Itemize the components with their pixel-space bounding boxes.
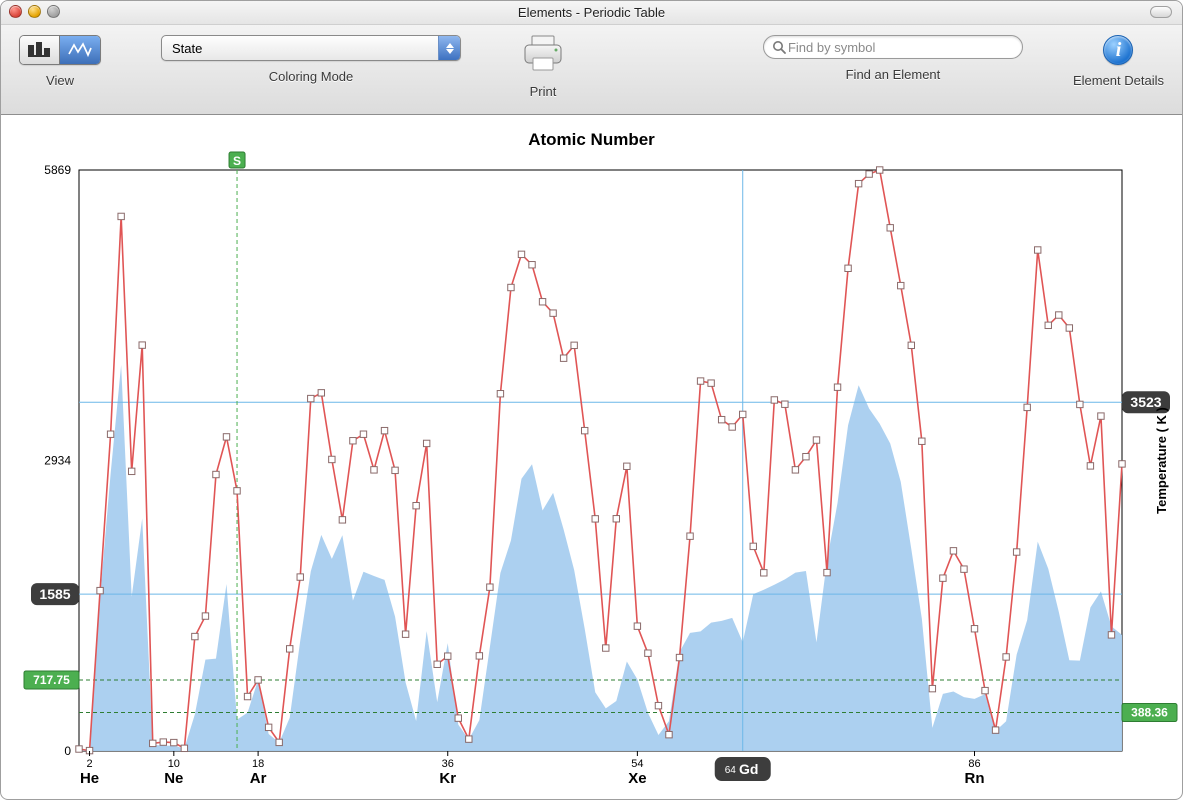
coloring-control: State Coloring Mode	[161, 35, 461, 84]
window-title: Elements - Periodic Table	[518, 5, 665, 20]
view-segmented-control[interactable]	[19, 35, 101, 65]
svg-text:Gd: Gd	[739, 761, 758, 777]
table-icon	[28, 42, 52, 58]
print-control: Print	[521, 35, 565, 99]
toolbar-toggle-button[interactable]	[1150, 6, 1172, 18]
svg-text:Rn: Rn	[965, 770, 985, 787]
zoom-button[interactable]	[47, 5, 60, 18]
find-input[interactable]	[786, 39, 1014, 56]
svg-text:S: S	[233, 154, 241, 168]
svg-text:Kr: Kr	[439, 770, 456, 787]
svg-text:388.36: 388.36	[1131, 706, 1168, 720]
table-view-button[interactable]	[20, 36, 60, 64]
info-icon: i	[1116, 39, 1122, 62]
search-icon	[772, 40, 786, 54]
svg-text:36: 36	[442, 758, 454, 770]
toolbar: View State Coloring Mode	[1, 25, 1182, 115]
minimize-button[interactable]	[28, 5, 41, 18]
graph-icon	[68, 42, 92, 58]
coloring-label: Coloring Mode	[269, 69, 354, 84]
find-control: Find an Element	[763, 35, 1023, 82]
svg-text:2934: 2934	[44, 454, 71, 468]
chart-area[interactable]: Atomic Number 0 2934 5869 2 10 18 36 54 86 He Ne Ar K…	[1, 115, 1182, 799]
chart-svg: Atomic Number 0 2934 5869 2 10 18 36 54 86 He Ne Ar K…	[1, 115, 1182, 799]
close-button[interactable]	[9, 5, 22, 18]
svg-text:Atomic Number: Atomic Number	[528, 130, 655, 149]
details-control: i Element Details	[1073, 35, 1164, 88]
print-label: Print	[530, 84, 557, 99]
details-label: Element Details	[1073, 73, 1164, 88]
printer-icon	[521, 35, 565, 71]
svg-text:2: 2	[86, 758, 92, 770]
svg-text:717.75: 717.75	[33, 673, 70, 687]
svg-text:1585: 1585	[39, 586, 70, 602]
titlebar: Elements - Periodic Table	[1, 1, 1182, 25]
graph-view-button[interactable]	[60, 36, 100, 64]
svg-text:5869: 5869	[44, 163, 71, 177]
find-label: Find an Element	[846, 67, 941, 82]
svg-text:64: 64	[725, 765, 737, 776]
element-details-button[interactable]: i	[1103, 35, 1133, 65]
svg-text:0: 0	[64, 744, 71, 758]
app-window: Elements - Periodic Table	[0, 0, 1183, 800]
view-control: View	[19, 35, 101, 88]
coloring-dropdown-value: State	[172, 41, 202, 56]
svg-text:Ar: Ar	[250, 770, 267, 787]
coloring-dropdown[interactable]: State	[161, 35, 461, 61]
svg-text:He: He	[80, 770, 99, 787]
svg-text:Temperature ( K ): Temperature ( K )	[1154, 407, 1169, 514]
svg-text:Xe: Xe	[628, 770, 646, 787]
svg-text:18: 18	[252, 758, 264, 770]
dropdown-arrows-icon	[438, 36, 460, 60]
svg-text:Ne: Ne	[164, 770, 183, 787]
svg-text:86: 86	[968, 758, 980, 770]
find-field[interactable]	[763, 35, 1023, 59]
svg-text:54: 54	[631, 758, 643, 770]
svg-text:10: 10	[168, 758, 180, 770]
print-button[interactable]	[521, 35, 565, 76]
view-label: View	[46, 73, 74, 88]
